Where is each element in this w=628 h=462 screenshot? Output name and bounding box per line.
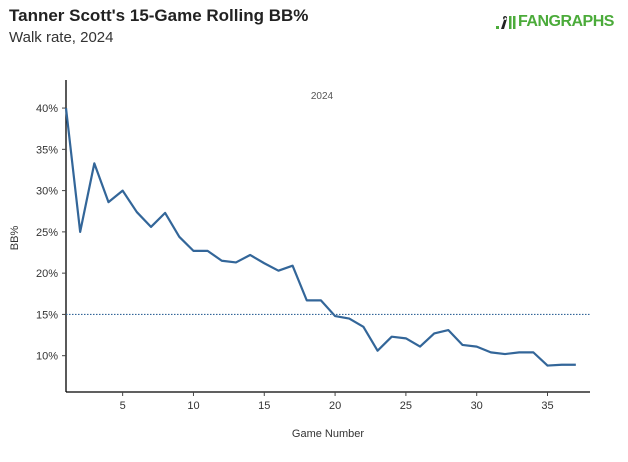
- x-tick-label: 30: [471, 400, 483, 412]
- y-axis-label: BB%: [9, 226, 21, 251]
- y-tick-label: 30%: [36, 186, 58, 198]
- x-tick-label: 10: [187, 400, 199, 412]
- series-annotation: 2024: [311, 91, 334, 102]
- batter-icon: [496, 16, 516, 29]
- y-tick-label: 10%: [36, 351, 58, 363]
- x-tick-label: 35: [541, 400, 553, 412]
- y-tick-label: 25%: [36, 227, 58, 239]
- y-tick-label: 15%: [36, 309, 58, 321]
- logo-text: FANGRAPHS: [518, 13, 614, 30]
- x-tick-label: 5: [120, 400, 126, 412]
- series-line-2024: [64, 107, 576, 367]
- chart-title: Tanner Scott's 15-Game Rolling BB%: [9, 6, 309, 25]
- x-tick-label: 15: [258, 400, 270, 412]
- y-tick-label: 35%: [36, 144, 58, 156]
- x-axis-label: Game Number: [292, 428, 364, 440]
- y-tick-label: 20%: [36, 268, 58, 280]
- y-tick-label: 40%: [36, 103, 58, 115]
- fangraphs-logo: FANGRAPHS: [496, 13, 614, 31]
- x-tick-label: 20: [329, 400, 341, 412]
- x-tick-label: 25: [400, 400, 412, 412]
- chart-subtitle: Walk rate, 2024: [9, 29, 114, 46]
